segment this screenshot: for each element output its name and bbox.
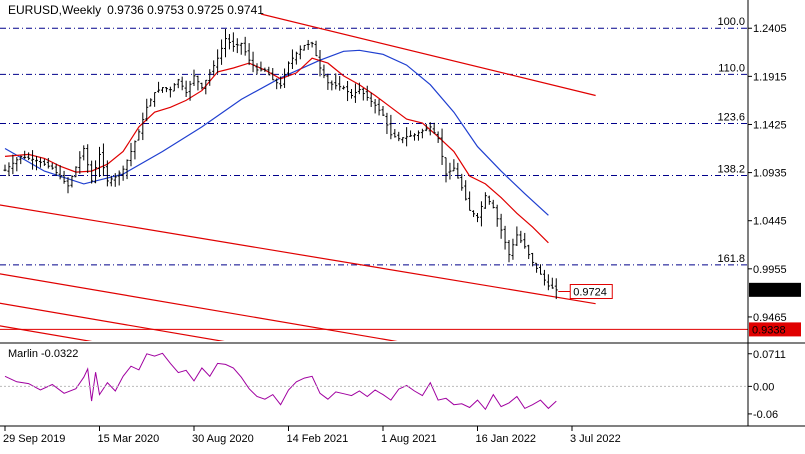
price-label-text: 0.9741	[752, 285, 786, 297]
oscillator-value: -0.0322	[41, 348, 79, 360]
chart-header: EURUSD,Weekly 0.9736 0.9753 0.9725 0.9741	[8, 3, 264, 17]
annotation-box	[569, 284, 613, 300]
indicator-layer	[0, 352, 748, 411]
oscillator-line	[4, 352, 557, 411]
time-tick-label: 16 Jan 2022	[476, 433, 537, 445]
oscillator-header: Marlin -0.0322	[8, 348, 78, 360]
time-tick-label: 29 Sep 2019	[3, 433, 65, 445]
price-label-box	[749, 322, 801, 337]
price-label-box	[749, 282, 801, 297]
slow-ma-line	[4, 49, 549, 216]
time-tick-label: 15 Mar 2020	[98, 433, 160, 445]
price-tick-label: 1.0935	[753, 168, 787, 180]
channel-line	[0, 204, 596, 305]
fib-level-label: 110.0	[718, 62, 745, 74]
oscillator-tick-label: 0.00	[753, 381, 774, 393]
price-tick-label: 1.2405	[753, 23, 787, 35]
channel-line	[0, 302, 225, 341]
channel-line	[0, 325, 93, 341]
price-tick-label: 0.9465	[753, 312, 787, 324]
price-tick-label: 1.1425	[753, 119, 787, 131]
oscillator-name: Marlin	[8, 348, 38, 360]
fib-level-label: 100.0	[717, 16, 745, 28]
price-label-text: 0.9338	[752, 324, 786, 336]
price-tick-label: 1.0445	[753, 216, 787, 228]
symbol-label: EURUSD,Weekly	[8, 3, 102, 17]
price-tick-label: 1.1915	[753, 71, 787, 83]
price-tick-label: 0.9955	[753, 264, 787, 276]
oscillator-tick-label: 0.0711	[753, 349, 786, 361]
fib-level-label: 123.6	[717, 111, 745, 123]
ohlc-values: 0.9736 0.9753 0.9725 0.9741	[107, 3, 264, 17]
time-tick-label: 14 Feb 2021	[287, 433, 349, 445]
oscillator-tick-label: -0.06	[753, 409, 778, 421]
channel-line	[0, 273, 398, 341]
channel-line	[260, 14, 596, 97]
main-chart-layer: 100.0 110.0 123.6 138.2 161.8 0.9724	[0, 14, 748, 341]
annotation-label: 0.9724	[573, 287, 607, 299]
time-tick-label: 3 Jul 2022	[570, 433, 621, 445]
time-tick-label: 1 Aug 2021	[381, 433, 437, 445]
fib-level-label: 138.2	[717, 164, 745, 176]
time-tick-label: 30 Aug 2020	[192, 433, 254, 445]
fib-level-label: 161.8	[717, 253, 745, 265]
